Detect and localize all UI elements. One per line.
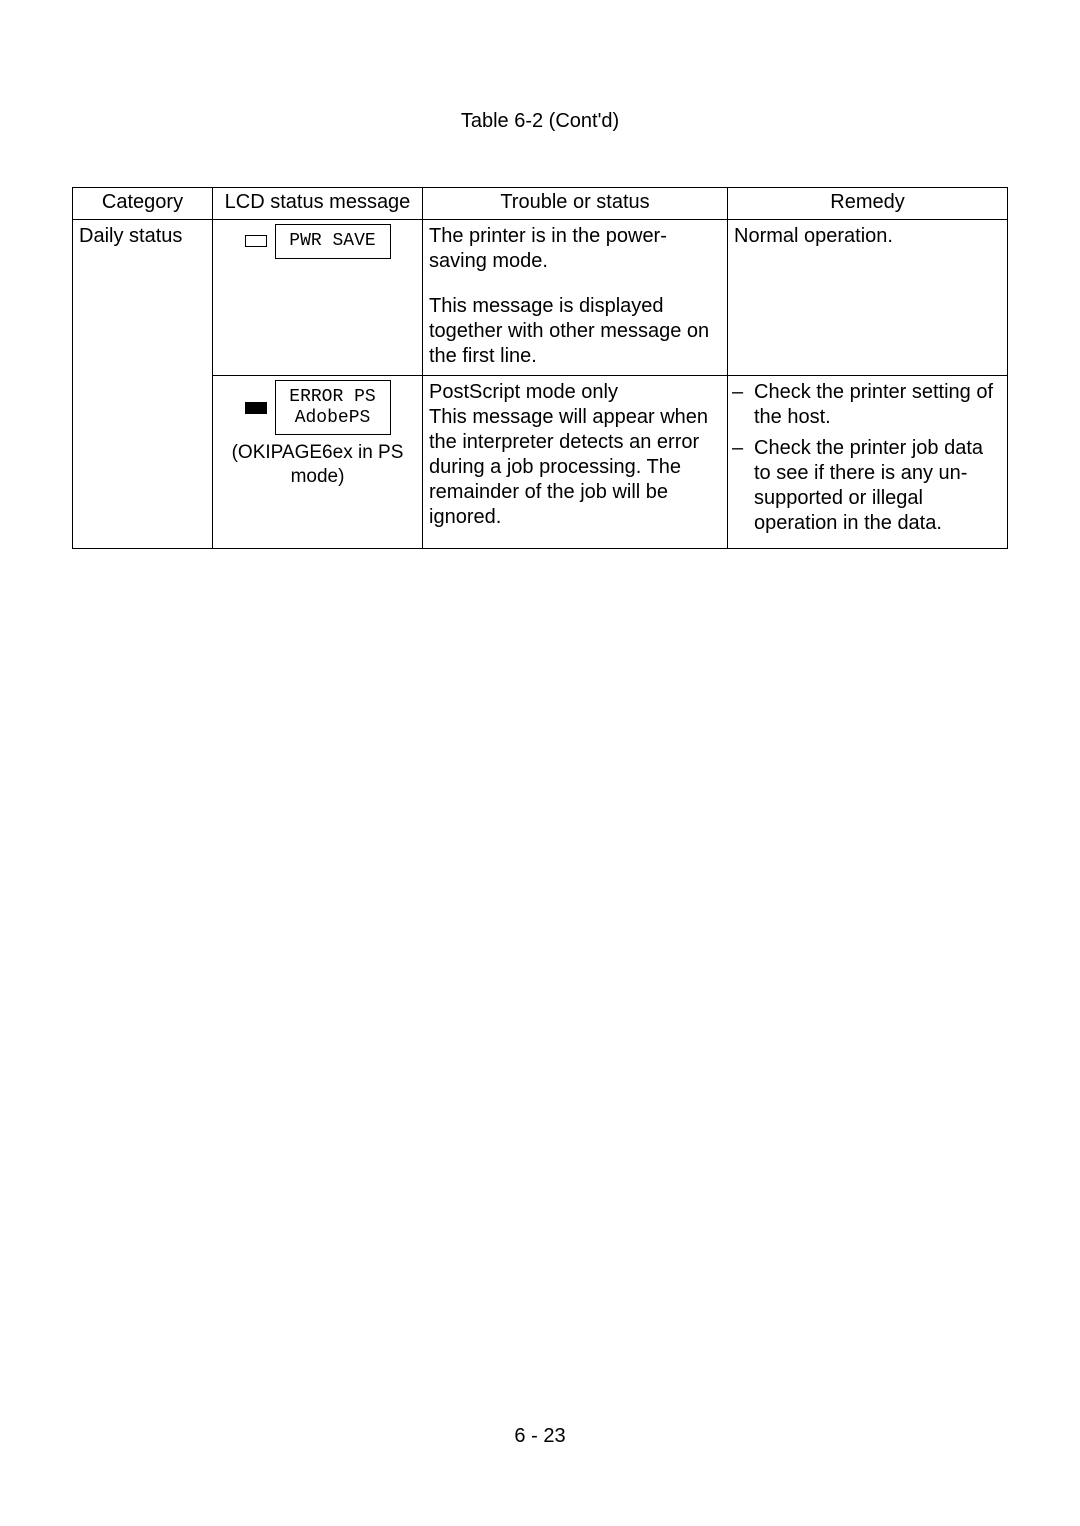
lcd-line: ERROR PS xyxy=(289,387,375,407)
cell-remedy-2: – Check the printer setting of the host.… xyxy=(728,376,1008,549)
lcd-line: AdobePS xyxy=(295,408,371,428)
lcd-display-1: PWR SAVE xyxy=(219,224,416,259)
led-icon xyxy=(245,402,267,414)
lcd-display-2: ERROR PS AdobePS xyxy=(219,380,416,435)
cell-lcd-1: PWR SAVE xyxy=(213,220,423,376)
lcd-text-2: ERROR PS AdobePS xyxy=(275,380,391,435)
remedy-item: – Check the printer setting of the host. xyxy=(732,380,1003,430)
table-caption: Table 6-2 (Cont'd) xyxy=(72,110,1008,133)
remedy-text: Normal operation. xyxy=(734,224,1001,249)
trouble-text: PostScript mode only xyxy=(429,380,721,405)
header-lcd: LCD status message xyxy=(213,188,423,220)
led-icon xyxy=(245,235,267,247)
table-row: ERROR PS AdobePS (OKIPAGE6ex in PS mode)… xyxy=(73,376,1008,549)
header-remedy: Remedy xyxy=(728,188,1008,220)
cell-remedy-1: Normal operation. xyxy=(728,220,1008,376)
header-category: Category xyxy=(73,188,213,220)
remedy-text: Check the printer setting of the host. xyxy=(754,380,1003,430)
dash-icon: – xyxy=(732,380,744,430)
trouble-text: This message is displayed together with … xyxy=(429,294,721,369)
cell-lcd-2: ERROR PS AdobePS (OKIPAGE6ex in PS mode) xyxy=(213,376,423,549)
table-header-row: Category LCD status message Trouble or s… xyxy=(73,188,1008,220)
trouble-text: The printer is in the power-saving mode. xyxy=(429,224,721,274)
trouble-text: This message will appear when the interp… xyxy=(429,405,721,530)
table-row: Daily status PWR SAVE The printer is in … xyxy=(73,220,1008,376)
cell-trouble-1: The printer is in the power-saving mode.… xyxy=(423,220,728,376)
lcd-subnote: (OKIPAGE6ex in PS mode) xyxy=(219,441,416,489)
status-table: Category LCD status message Trouble or s… xyxy=(72,187,1008,549)
page-number: 6 - 23 xyxy=(0,1425,1080,1448)
lcd-text-1: PWR SAVE xyxy=(275,224,391,259)
remedy-item: – Check the printer job data to see if t… xyxy=(732,436,1003,536)
spacer xyxy=(429,274,721,294)
header-trouble: Trouble or status xyxy=(423,188,728,220)
dash-icon: – xyxy=(732,436,744,536)
remedy-text: Check the printer job data to see if the… xyxy=(754,436,1003,536)
cell-category: Daily status xyxy=(73,220,213,549)
cell-trouble-2: PostScript mode only This message will a… xyxy=(423,376,728,549)
page: Table 6-2 (Cont'd) Category LCD status m… xyxy=(0,0,1080,1526)
